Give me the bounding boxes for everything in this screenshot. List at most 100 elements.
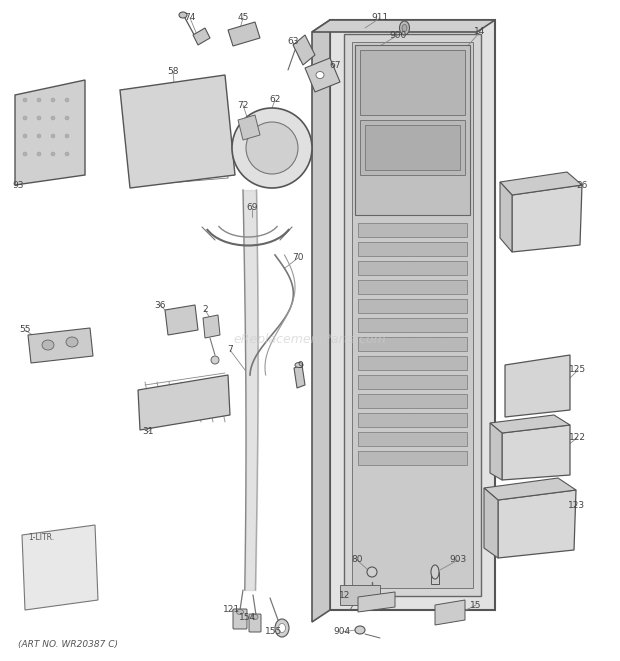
Ellipse shape: [179, 12, 187, 18]
Polygon shape: [512, 185, 582, 252]
Polygon shape: [165, 305, 198, 335]
Polygon shape: [435, 600, 465, 625]
Text: 58: 58: [167, 67, 179, 77]
Bar: [344, 34, 481, 596]
Polygon shape: [358, 592, 395, 612]
Bar: [358, 299, 467, 313]
Polygon shape: [312, 20, 495, 32]
Ellipse shape: [65, 134, 69, 138]
Ellipse shape: [23, 152, 27, 156]
Text: 45: 45: [237, 13, 249, 22]
Ellipse shape: [65, 98, 69, 102]
Ellipse shape: [295, 362, 303, 368]
Polygon shape: [120, 75, 235, 188]
Text: 122: 122: [569, 434, 585, 442]
Ellipse shape: [51, 98, 55, 102]
Text: 69: 69: [246, 204, 258, 212]
Text: 26: 26: [577, 180, 588, 190]
Bar: [358, 337, 467, 351]
Text: 74: 74: [184, 13, 196, 22]
Text: 7: 7: [227, 346, 233, 354]
Polygon shape: [484, 488, 498, 558]
Ellipse shape: [66, 337, 78, 347]
Bar: [355, 45, 470, 215]
Bar: [431, 572, 439, 584]
Bar: [330, 20, 495, 610]
Ellipse shape: [37, 98, 41, 102]
Bar: [358, 223, 467, 237]
Text: 12: 12: [339, 590, 351, 600]
Ellipse shape: [23, 116, 27, 120]
Polygon shape: [22, 525, 98, 610]
Bar: [360, 50, 465, 115]
Polygon shape: [294, 365, 305, 388]
Polygon shape: [193, 28, 210, 45]
Polygon shape: [28, 328, 93, 363]
Bar: [358, 242, 467, 256]
Text: 123: 123: [569, 500, 585, 510]
Ellipse shape: [65, 116, 69, 120]
Text: 55: 55: [19, 325, 31, 334]
Bar: [360, 120, 465, 175]
Text: 125: 125: [569, 366, 587, 375]
Ellipse shape: [211, 356, 219, 364]
Ellipse shape: [367, 567, 377, 577]
Ellipse shape: [246, 122, 298, 174]
Bar: [358, 413, 467, 427]
Bar: [358, 280, 467, 294]
Text: 9: 9: [297, 362, 303, 371]
Text: 67: 67: [329, 61, 341, 69]
FancyBboxPatch shape: [249, 614, 261, 632]
Ellipse shape: [51, 152, 55, 156]
Polygon shape: [490, 415, 570, 433]
FancyBboxPatch shape: [233, 609, 247, 629]
Ellipse shape: [23, 134, 27, 138]
Polygon shape: [15, 80, 85, 185]
Text: 62: 62: [269, 95, 281, 104]
Ellipse shape: [431, 565, 439, 579]
Ellipse shape: [275, 619, 289, 637]
Bar: [358, 394, 467, 408]
Polygon shape: [293, 35, 315, 65]
Polygon shape: [138, 375, 230, 430]
Polygon shape: [498, 490, 576, 558]
Bar: [358, 356, 467, 370]
Text: 1-LITR.: 1-LITR.: [28, 533, 54, 542]
Text: eReplacementParts.com: eReplacementParts.com: [234, 334, 386, 346]
Text: 2: 2: [202, 305, 208, 315]
Ellipse shape: [37, 152, 41, 156]
Polygon shape: [500, 172, 582, 195]
Ellipse shape: [232, 108, 312, 188]
Ellipse shape: [37, 134, 41, 138]
Polygon shape: [500, 182, 512, 252]
Text: 36: 36: [154, 301, 166, 309]
Text: 72: 72: [237, 100, 249, 110]
Polygon shape: [312, 20, 330, 622]
Text: 121: 121: [223, 605, 241, 615]
Bar: [365, 125, 460, 170]
Text: 900: 900: [389, 30, 407, 40]
Bar: [352, 42, 473, 588]
Ellipse shape: [316, 71, 324, 79]
Ellipse shape: [355, 626, 365, 634]
Ellipse shape: [51, 116, 55, 120]
Polygon shape: [238, 115, 260, 140]
Text: (ART NO. WR20387 C): (ART NO. WR20387 C): [18, 641, 118, 650]
Polygon shape: [228, 22, 260, 46]
Text: 155: 155: [265, 627, 283, 637]
Ellipse shape: [23, 98, 27, 102]
Text: 93: 93: [12, 180, 24, 190]
Text: 15: 15: [470, 600, 482, 609]
Ellipse shape: [236, 609, 244, 615]
Text: 903: 903: [450, 555, 467, 564]
Text: 154: 154: [239, 613, 257, 623]
Text: 63: 63: [287, 38, 299, 46]
Text: 911: 911: [371, 13, 389, 22]
Polygon shape: [305, 58, 340, 92]
Ellipse shape: [51, 134, 55, 138]
Polygon shape: [490, 423, 502, 480]
Text: 70: 70: [292, 254, 304, 262]
Ellipse shape: [42, 340, 54, 350]
Bar: [358, 318, 467, 332]
Bar: [358, 261, 467, 275]
